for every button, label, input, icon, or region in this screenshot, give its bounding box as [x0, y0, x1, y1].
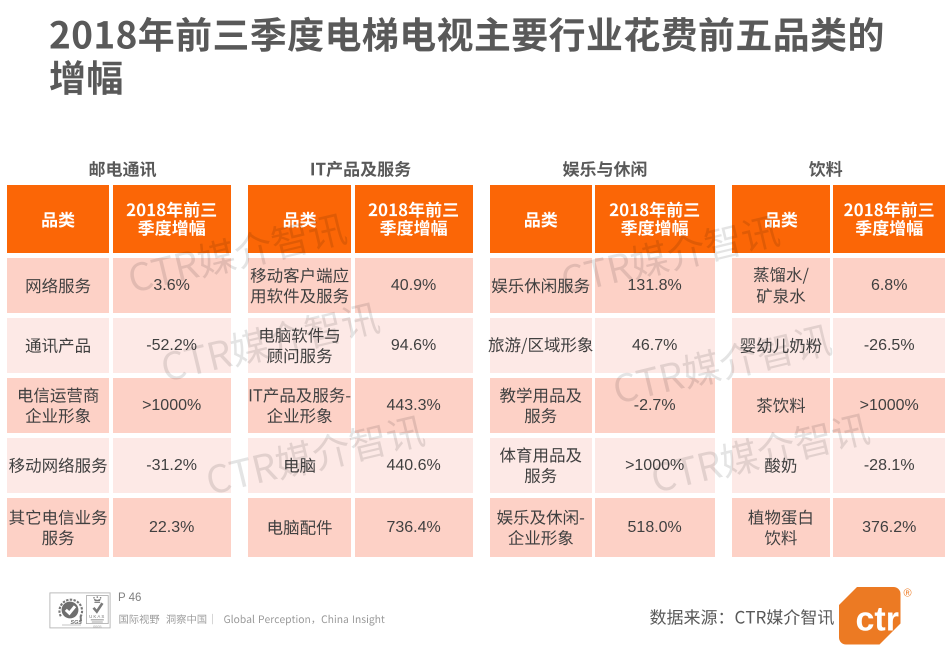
svg-text:ctr: ctr [855, 600, 898, 638]
svg-text:0005: 0005 [93, 625, 101, 629]
svg-text:SGS: SGS [71, 620, 83, 626]
svg-text:®: ® [903, 587, 911, 599]
svg-text:UKAS: UKAS [89, 613, 105, 618]
